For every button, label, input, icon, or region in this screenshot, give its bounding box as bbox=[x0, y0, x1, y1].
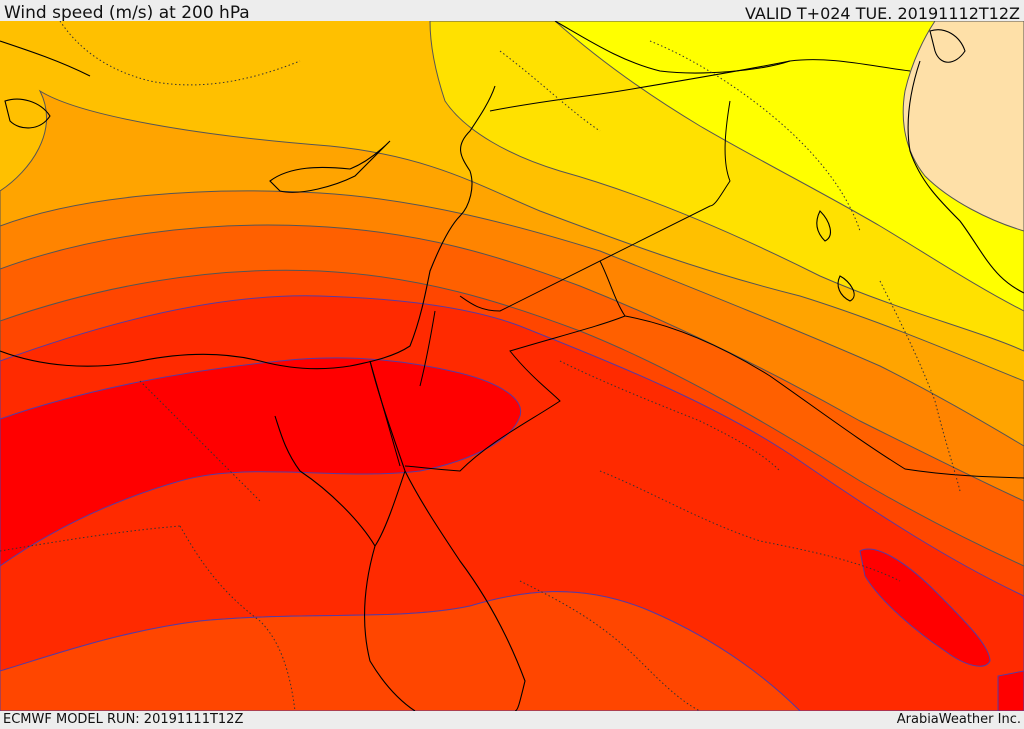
valid-time: VALID T+024 TUE. 20191112T12Z bbox=[744, 4, 1020, 23]
band-ff0000 bbox=[0, 357, 522, 567]
model-run-label: ECMWF MODEL RUN: 20191111T12Z bbox=[3, 712, 244, 727]
map-canvas bbox=[0, 21, 1024, 711]
band-ff4600-south bbox=[0, 591, 801, 711]
wind-speed-map bbox=[0, 21, 1024, 711]
internal-boundaries bbox=[0, 21, 961, 711]
header-bar: Wind speed (m/s) at 200 hPa VALID T+024 … bbox=[0, 0, 1024, 23]
footer-bar: ECMWF MODEL RUN: 20191111T12Z ArabiaWeat… bbox=[0, 711, 1024, 729]
band-ff0000-east bbox=[859, 548, 991, 667]
coastlines bbox=[0, 21, 1024, 711]
band-ff0000-corner bbox=[997, 670, 1024, 711]
map-title: Wind speed (m/s) at 200 hPa bbox=[4, 3, 250, 23]
credit-label: ArabiaWeather Inc. bbox=[896, 712, 1021, 727]
borders bbox=[369, 59, 1024, 479]
